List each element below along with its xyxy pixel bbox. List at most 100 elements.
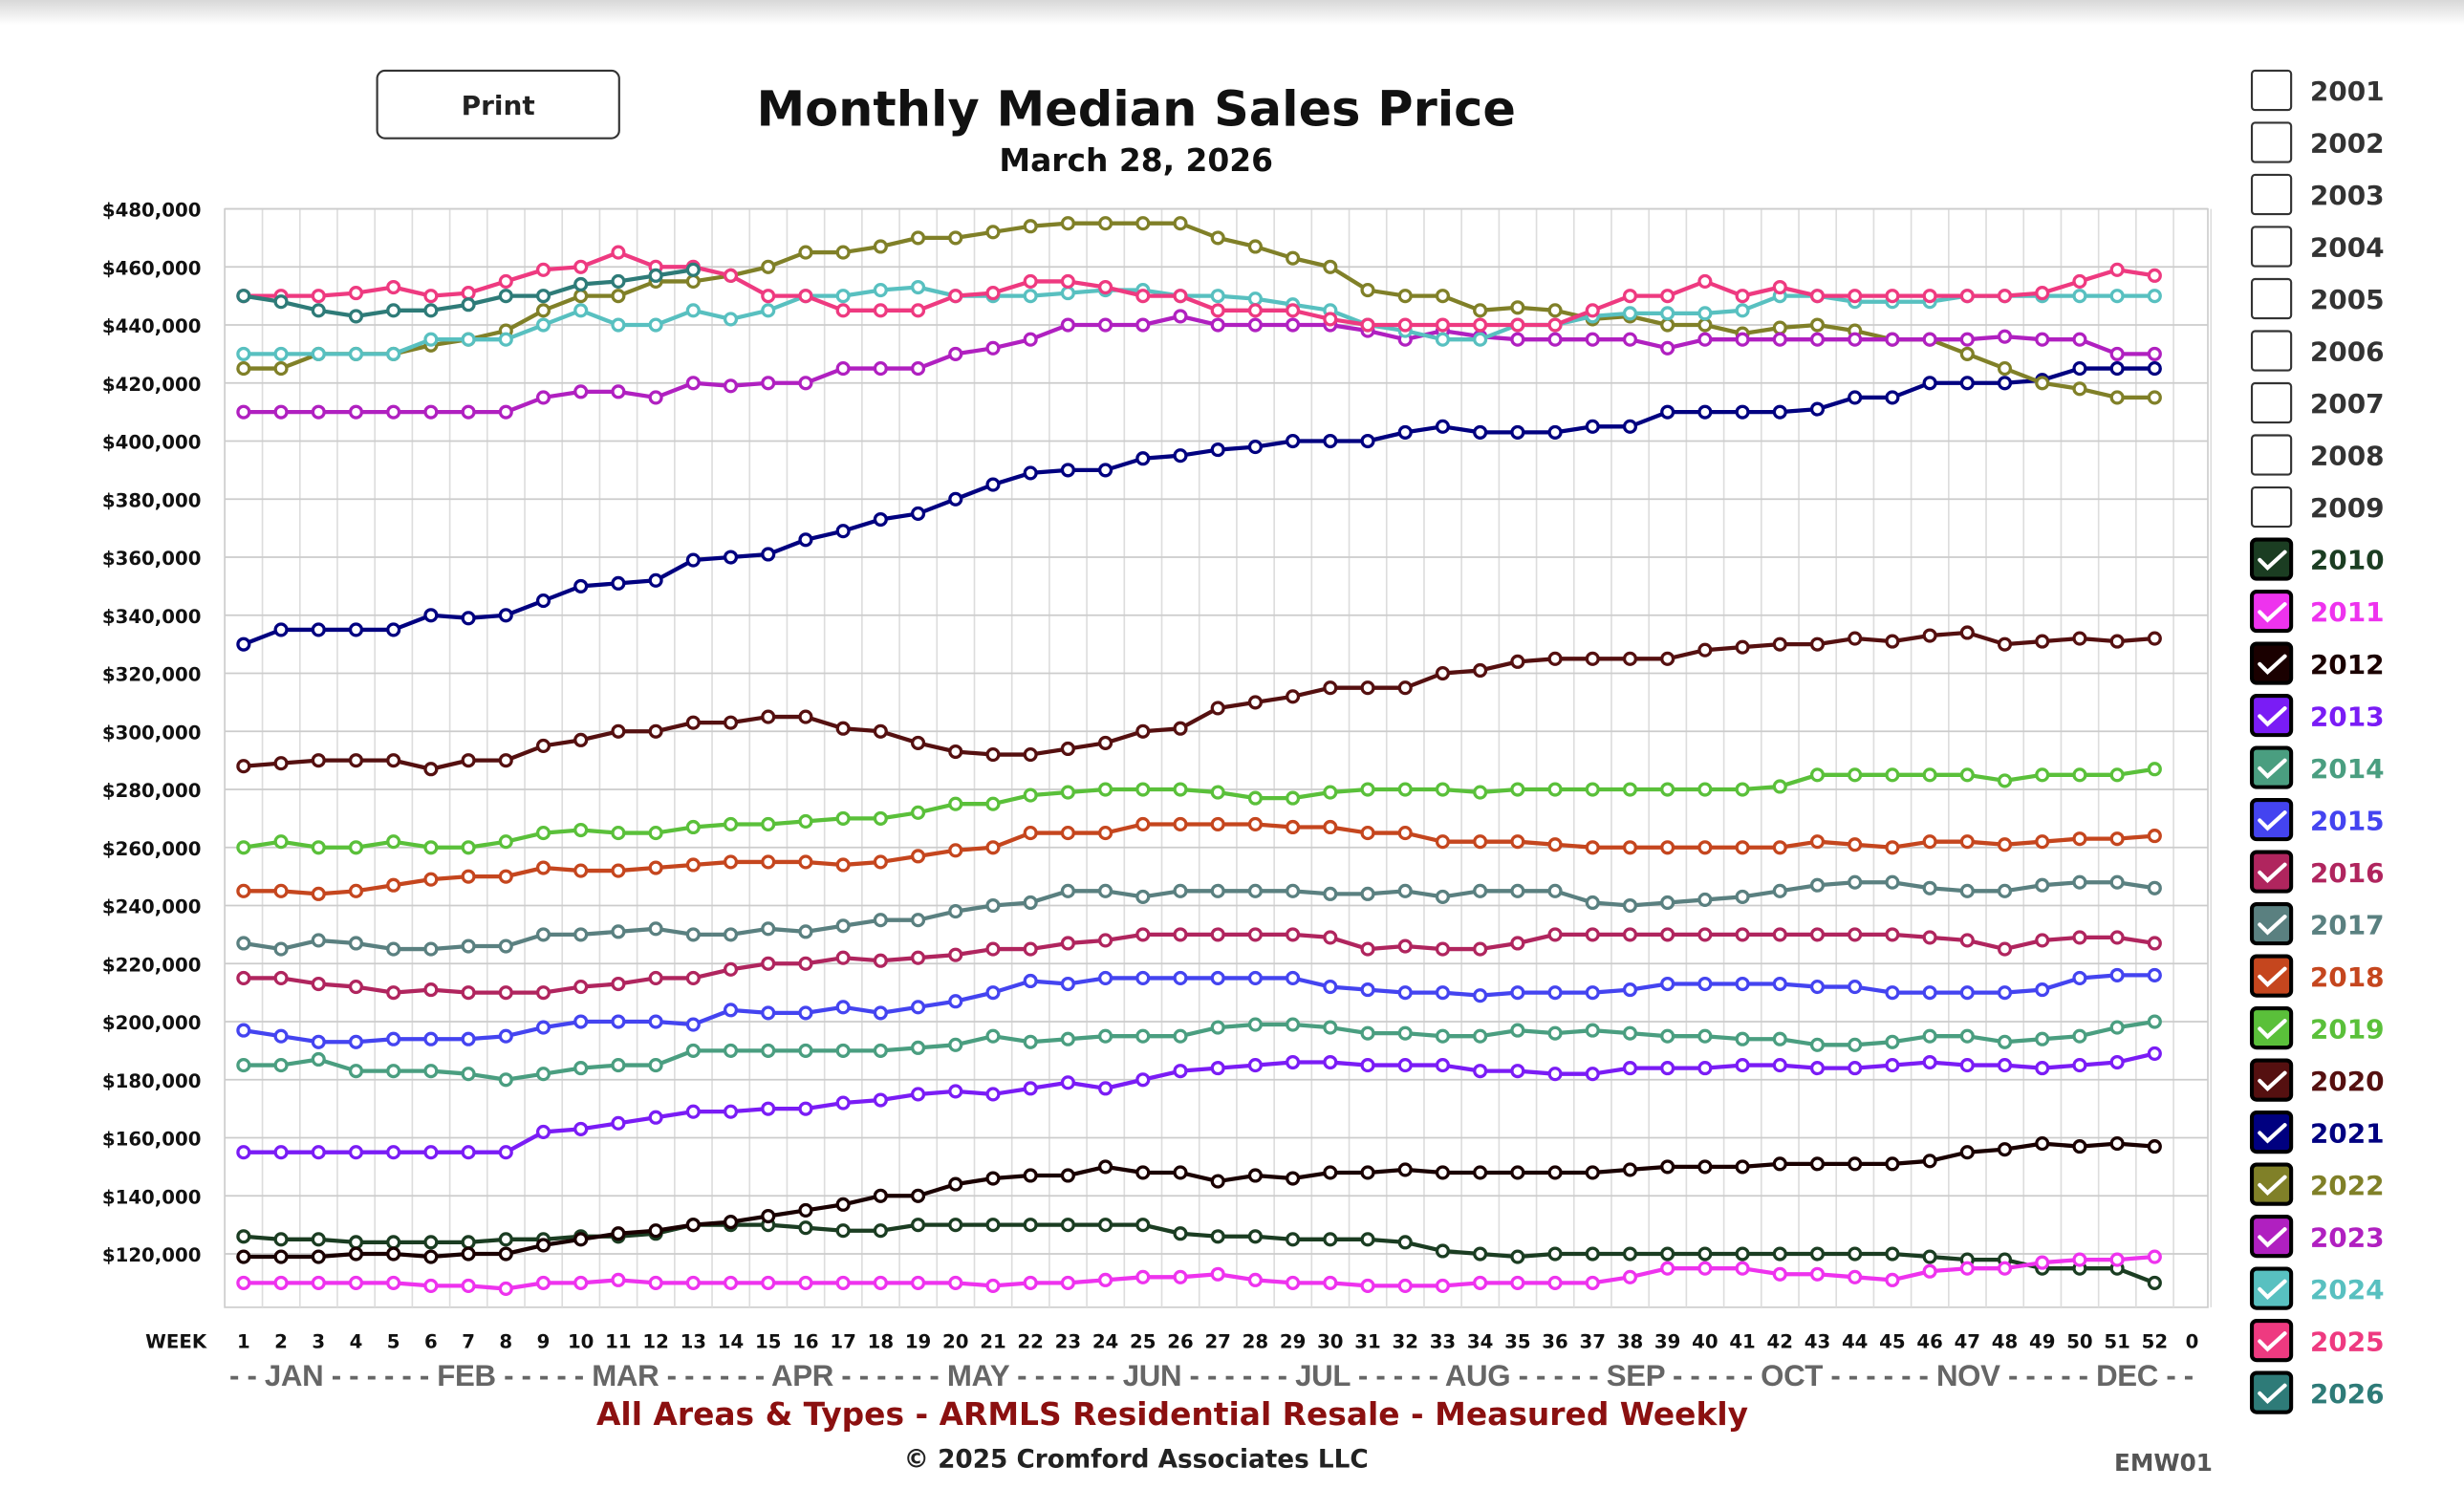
data-point xyxy=(2147,1046,2162,1061)
legend-item-2009[interactable]: 2009 xyxy=(2250,485,2385,528)
data-point xyxy=(1210,785,1225,800)
legend-item-2006[interactable]: 2006 xyxy=(2250,330,2385,372)
legend-item-2015[interactable]: 2015 xyxy=(2249,797,2385,842)
legend-checkbox-checked[interactable] xyxy=(2249,1266,2294,1310)
data-point xyxy=(1585,782,1600,797)
x-tick-label: 45 xyxy=(1879,1331,1905,1353)
data-point xyxy=(311,933,326,948)
legend-item-2019[interactable]: 2019 xyxy=(2249,1005,2385,1050)
data-point xyxy=(761,816,776,832)
legend-checkbox-checked[interactable] xyxy=(2249,850,2294,894)
data-point xyxy=(1959,1058,1975,1073)
data-point xyxy=(535,985,551,1001)
data-point xyxy=(1473,303,1488,318)
data-point xyxy=(1809,317,1826,333)
data-point xyxy=(798,1202,813,1219)
data-point xyxy=(2109,390,2125,405)
checkmark-icon xyxy=(2258,966,2287,987)
legend-item-2021[interactable]: 2021 xyxy=(2249,1110,2385,1154)
legend-checkbox-checked[interactable] xyxy=(2249,954,2294,998)
legend-item-2020[interactable]: 2020 xyxy=(2249,1058,2385,1102)
data-point xyxy=(798,289,813,304)
x-tick-label: 32 xyxy=(1392,1331,1417,1353)
legend-checkbox-checked[interactable] xyxy=(2249,641,2294,685)
legend-checkbox[interactable] xyxy=(2250,121,2293,163)
legend-checkbox-checked[interactable] xyxy=(2249,745,2294,789)
legend-checkbox[interactable] xyxy=(2250,226,2293,268)
legend-label: 2007 xyxy=(2310,388,2385,420)
legend-item-2001[interactable]: 2001 xyxy=(2250,69,2385,112)
legend-item-2018[interactable]: 2018 xyxy=(2249,954,2385,998)
legend-item-2002[interactable]: 2002 xyxy=(2250,121,2385,163)
legend-item-2023[interactable]: 2023 xyxy=(2249,1214,2385,1259)
data-point xyxy=(1660,895,1675,911)
legend-item-2017[interactable]: 2017 xyxy=(2249,901,2385,946)
legend-checkbox-checked[interactable] xyxy=(2249,1214,2294,1259)
legend-item-2025[interactable]: 2025 xyxy=(2249,1318,2385,1363)
data-point xyxy=(761,921,776,937)
legend-item-2014[interactable]: 2014 xyxy=(2249,745,2385,789)
data-point xyxy=(1510,654,1525,669)
data-point xyxy=(835,1095,851,1111)
legend-item-2003[interactable]: 2003 xyxy=(2250,173,2385,216)
data-point xyxy=(1286,317,1301,333)
legend-item-2010[interactable]: 2010 xyxy=(2249,537,2385,581)
x-tick-label: 14 xyxy=(718,1331,744,1353)
legend-item-2005[interactable]: 2005 xyxy=(2250,277,2385,320)
series-2012 xyxy=(236,1136,2162,1264)
data-point xyxy=(648,1014,663,1029)
legend-item-2013[interactable]: 2013 xyxy=(2249,693,2385,738)
x-tick-label: 18 xyxy=(868,1331,894,1353)
data-point xyxy=(348,622,364,637)
legend-checkbox-checked[interactable] xyxy=(2249,1162,2294,1206)
data-point xyxy=(2035,286,2050,301)
legend-item-2016[interactable]: 2016 xyxy=(2249,850,2385,894)
data-point xyxy=(236,759,251,774)
legend-checkbox-checked[interactable] xyxy=(2249,693,2294,738)
legend-checkbox[interactable] xyxy=(2250,69,2293,112)
y-tick-label: $160,000 xyxy=(102,1129,202,1151)
legend-item-2007[interactable]: 2007 xyxy=(2250,381,2385,424)
legend-checkbox[interactable] xyxy=(2250,277,2293,320)
legend-checkbox[interactable] xyxy=(2250,485,2293,528)
legend-checkbox-checked[interactable] xyxy=(2249,797,2294,842)
legend-checkbox-checked[interactable] xyxy=(2249,1058,2294,1102)
data-point xyxy=(2072,1139,2087,1154)
legend-checkbox[interactable] xyxy=(2250,330,2293,372)
data-point xyxy=(873,361,888,377)
data-point xyxy=(1286,1171,1301,1186)
legend-checkbox-checked[interactable] xyxy=(2249,901,2294,946)
data-point xyxy=(1023,746,1038,763)
checkmark-icon xyxy=(2258,550,2287,571)
series-2018 xyxy=(236,816,2162,901)
legend-checkbox-checked[interactable] xyxy=(2249,1370,2294,1414)
x-tick-label: 6 xyxy=(424,1331,438,1353)
data-point xyxy=(2035,1136,2050,1152)
legend-checkbox[interactable] xyxy=(2250,173,2293,216)
data-point xyxy=(1247,1272,1263,1287)
data-point xyxy=(1473,1165,1488,1180)
legend-item-2024[interactable]: 2024 xyxy=(2249,1266,2385,1310)
legend-checkbox-checked[interactable] xyxy=(2249,589,2294,634)
legend-item-2026[interactable]: 2026 xyxy=(2249,1370,2385,1414)
legend-checkbox-checked[interactable] xyxy=(2249,1318,2294,1363)
legend-checkbox-checked[interactable] xyxy=(2249,537,2294,581)
data-point xyxy=(498,834,513,850)
data-point xyxy=(1697,317,1713,333)
data-point xyxy=(648,860,663,875)
legend-checkbox[interactable] xyxy=(2250,381,2293,424)
legend-checkbox-checked[interactable] xyxy=(2249,1110,2294,1154)
legend-item-2022[interactable]: 2022 xyxy=(2249,1162,2385,1206)
data-point xyxy=(2072,289,2087,304)
legend-checkbox[interactable] xyxy=(2250,434,2293,476)
legend-item-2012[interactable]: 2012 xyxy=(2249,641,2385,685)
data-point xyxy=(1510,782,1525,797)
legend-item-2011[interactable]: 2011 xyxy=(2249,589,2385,634)
data-point xyxy=(2035,1031,2050,1046)
legend-item-2008[interactable]: 2008 xyxy=(2250,434,2385,476)
data-point xyxy=(1622,1162,1638,1177)
legend-checkbox-checked[interactable] xyxy=(2249,1005,2294,1050)
y-tick-label: $320,000 xyxy=(102,664,202,686)
print-button[interactable]: Print xyxy=(376,69,620,140)
legend-item-2004[interactable]: 2004 xyxy=(2250,226,2385,268)
